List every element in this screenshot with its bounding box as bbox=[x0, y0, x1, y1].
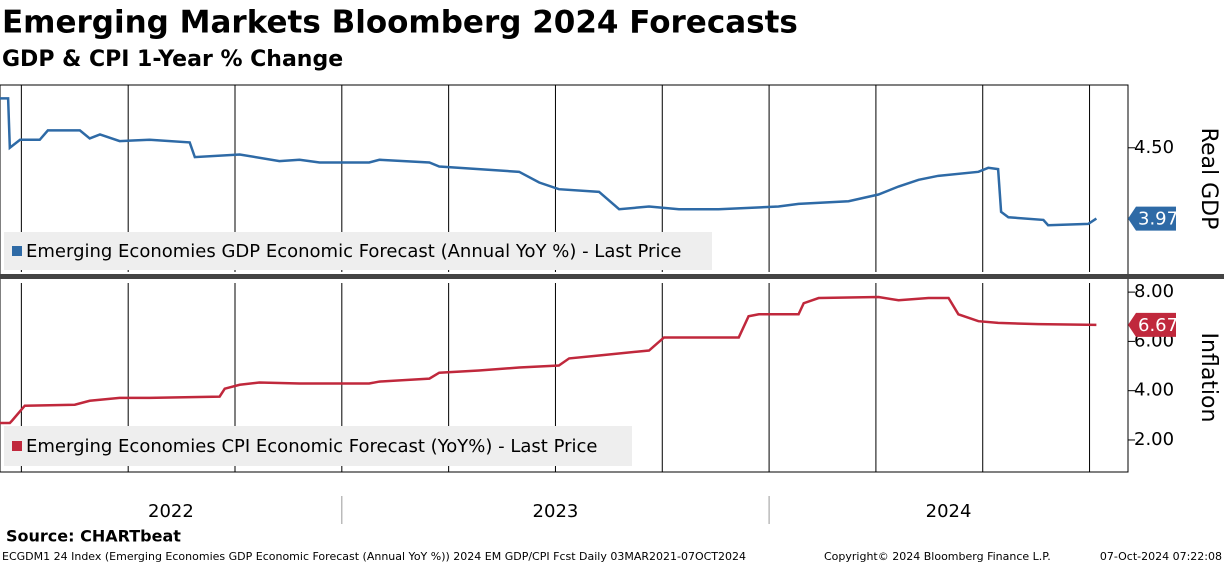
x-tick-label: 2023 bbox=[533, 501, 579, 522]
chart-subtitle: GDP & CPI 1-Year % Change bbox=[2, 47, 343, 72]
last-value-label: 3.97 bbox=[1138, 209, 1178, 230]
y-axis-label: Real GDP bbox=[1196, 128, 1221, 230]
series-line bbox=[0, 295, 1097, 425]
footer-copyright: Copyright© 2024 Bloomberg Finance L.P. bbox=[824, 550, 1051, 563]
legend-label: Emerging Economies GDP Economic Forecast… bbox=[26, 241, 681, 262]
last-value-badge bbox=[1128, 312, 1176, 337]
legend-swatch bbox=[12, 246, 22, 256]
x-tick-label: 2024 bbox=[926, 501, 972, 522]
footer-index: ECGDM1 24 Index (Emerging Economies GDP … bbox=[2, 550, 746, 563]
legend-box bbox=[4, 232, 712, 270]
footer-timestamp: 07-Oct-2024 07:22:08 bbox=[1100, 550, 1222, 563]
y-tick-label: 4.50 bbox=[1134, 137, 1174, 158]
series-line bbox=[0, 97, 1098, 227]
chart-title: Emerging Markets Bloomberg 2024 Forecast… bbox=[2, 5, 798, 41]
source: Source: CHARTbeat bbox=[6, 527, 181, 546]
y-tick-label: 4.00 bbox=[1134, 380, 1174, 401]
y-axis-label: Inflation bbox=[1196, 333, 1221, 423]
y-tick-label: 2.00 bbox=[1134, 429, 1174, 450]
y-tick-label: 8.00 bbox=[1134, 281, 1174, 302]
legend-box bbox=[4, 426, 632, 466]
panel-separator bbox=[0, 274, 1224, 279]
last-value-label: 6.67 bbox=[1138, 315, 1178, 336]
last-value-badge bbox=[1128, 206, 1176, 231]
legend-swatch bbox=[12, 441, 22, 451]
x-tick-label: 2022 bbox=[148, 501, 194, 522]
legend-label: Emerging Economies CPI Economic Forecast… bbox=[26, 436, 597, 457]
